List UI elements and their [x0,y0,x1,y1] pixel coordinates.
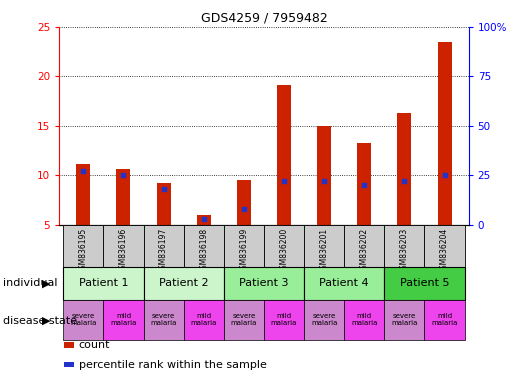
Bar [264,300,304,340]
Bar [264,225,304,267]
Bar [304,225,344,267]
Bar [384,267,465,300]
Point [280,178,288,184]
Text: mild
malaria: mild malaria [432,313,458,326]
Bar [304,300,344,340]
Bar [438,42,452,225]
Bar [63,225,104,267]
Text: severe
malaria: severe malaria [70,313,96,326]
Bar [317,126,331,225]
Text: GSM836195: GSM836195 [79,228,88,274]
Bar [144,300,184,340]
Point [440,172,449,178]
Bar [224,267,304,300]
Text: severe
malaria: severe malaria [150,313,177,326]
Bar [398,113,411,225]
Text: GSM836200: GSM836200 [280,228,288,274]
Text: mild
malaria: mild malaria [351,313,377,326]
Text: severe
malaria: severe malaria [311,313,337,326]
Bar [384,225,424,267]
Bar [144,225,184,267]
Bar [277,85,291,225]
Text: GSM836196: GSM836196 [119,228,128,274]
Point [320,178,328,184]
Bar [344,225,384,267]
Text: GSM836197: GSM836197 [159,228,168,274]
Text: mild
malaria: mild malaria [191,313,217,326]
Text: GSM836201: GSM836201 [320,228,329,274]
Bar [197,215,211,225]
Text: Patient 5: Patient 5 [400,278,449,288]
Point [400,178,408,184]
Point [200,216,208,222]
Bar [424,225,465,267]
Text: ▶: ▶ [42,316,50,326]
Bar [344,300,384,340]
Text: disease state: disease state [3,316,77,326]
Bar [63,267,144,300]
Bar [116,169,130,225]
Bar [237,180,251,225]
Bar [224,300,264,340]
Bar [184,225,224,267]
Text: ▶: ▶ [42,278,50,288]
Text: Patient 2: Patient 2 [159,278,209,288]
Bar [104,300,144,340]
Bar [76,164,90,225]
Bar [357,142,371,225]
Text: GSM836198: GSM836198 [199,228,208,274]
Text: count: count [79,340,110,350]
Text: severe
malaria: severe malaria [231,313,257,326]
Text: GSM836202: GSM836202 [360,228,369,274]
Point [119,172,128,178]
Bar [104,225,144,267]
Text: mild
malaria: mild malaria [271,313,297,326]
Text: individual: individual [3,278,57,288]
Text: GSM836204: GSM836204 [440,228,449,274]
Bar [424,300,465,340]
Bar [184,300,224,340]
Point [240,206,248,212]
Title: GDS4259 / 7959482: GDS4259 / 7959482 [200,11,328,24]
Bar [63,300,104,340]
Point [79,168,88,174]
Text: Patient 3: Patient 3 [239,278,289,288]
Bar [304,267,384,300]
Bar [384,300,424,340]
Text: percentile rank within the sample: percentile rank within the sample [79,360,267,370]
Text: GSM836199: GSM836199 [239,228,248,274]
Bar [224,225,264,267]
Bar [157,183,170,225]
Text: Patient 4: Patient 4 [319,278,369,288]
Text: severe
malaria: severe malaria [391,313,418,326]
Text: GSM836203: GSM836203 [400,228,409,274]
Bar [144,267,224,300]
Point [360,182,368,188]
Text: Patient 1: Patient 1 [79,278,128,288]
Point [160,186,168,192]
Text: mild
malaria: mild malaria [110,313,136,326]
